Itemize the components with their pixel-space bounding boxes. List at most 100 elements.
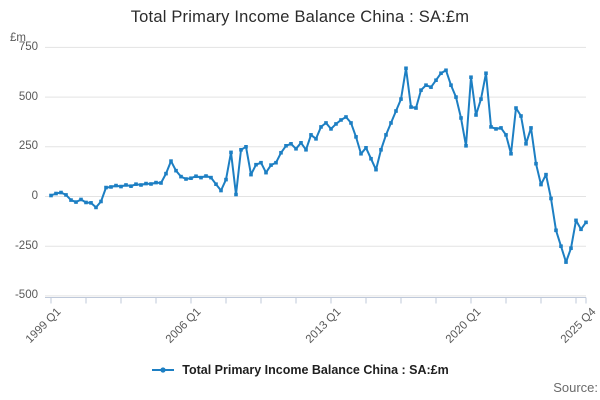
data-point-marker (184, 177, 188, 181)
data-point-marker (344, 115, 348, 119)
data-point-marker (334, 122, 338, 126)
data-point-marker (354, 135, 358, 139)
data-point-marker (169, 159, 173, 163)
data-point-marker (434, 78, 438, 83)
legend-item[interactable]: Total Primary Income Balance China : SA:… (0, 360, 600, 380)
chart-title: Total Primary Income Balance China : SA:… (130, 8, 470, 26)
data-point-marker (214, 182, 218, 186)
data-point-marker (234, 192, 238, 197)
data-point-marker (164, 171, 168, 176)
data-point-marker (249, 172, 253, 177)
legend-label: Total Primary Income Balance China : SA:… (182, 363, 449, 377)
data-point-marker (244, 145, 248, 149)
data-point-marker (119, 184, 123, 189)
data-point-marker (479, 97, 483, 101)
data-point-marker (199, 175, 203, 180)
data-point-marker (139, 183, 143, 187)
data-point-marker (54, 191, 58, 196)
data-point-marker (449, 83, 453, 87)
data-point-marker (484, 71, 488, 76)
data-point-marker (309, 133, 313, 137)
data-point-marker (369, 156, 373, 161)
data-point-marker (584, 220, 588, 225)
data-point-marker (534, 161, 538, 166)
y-axis-tick-label: 250 (18, 140, 38, 153)
data-point-marker (304, 147, 308, 152)
data-point-marker (489, 125, 493, 129)
y-axis-tick-label: 500 (18, 90, 38, 103)
data-point-marker (49, 193, 53, 198)
data-point-marker (504, 133, 508, 137)
data-point-marker (274, 160, 278, 165)
data-point-marker (254, 162, 258, 167)
data-point-marker (154, 180, 158, 185)
data-point-marker (374, 167, 378, 172)
data-point-marker (414, 106, 418, 110)
data-point-marker (379, 147, 383, 152)
data-point-marker (129, 184, 133, 188)
data-point-marker (514, 106, 518, 110)
data-point-marker (394, 109, 398, 113)
y-axis-unit-label: £m (10, 32, 26, 44)
data-point-marker (299, 141, 303, 145)
data-point-marker (69, 198, 73, 202)
data-point-marker (174, 168, 178, 173)
data-point-marker (579, 227, 583, 232)
data-point-marker (359, 151, 363, 156)
data-point-marker (149, 182, 153, 186)
data-point-marker (94, 205, 98, 210)
data-point-marker (569, 246, 573, 250)
data-point-marker (404, 66, 408, 71)
data-point-marker (439, 71, 443, 76)
data-point-marker (259, 160, 263, 165)
data-point-marker (189, 176, 193, 181)
y-axis-tick-label: 0 (31, 190, 38, 202)
data-point-marker (399, 97, 403, 101)
data-point-marker (554, 228, 558, 233)
data-point-marker (509, 151, 513, 156)
data-point-marker (114, 183, 118, 188)
source-label: Source: (553, 380, 598, 395)
data-point-marker (284, 144, 288, 148)
data-point-marker (324, 121, 328, 125)
data-point-marker (89, 201, 93, 205)
data-point-marker (59, 190, 63, 195)
data-point-marker (524, 142, 528, 146)
data-point-marker (424, 83, 428, 87)
data-point-marker (559, 244, 563, 248)
data-point-marker (454, 95, 458, 99)
data-point-marker (459, 116, 463, 120)
data-point-marker (64, 193, 68, 197)
data-point-marker (499, 126, 503, 130)
data-point-marker (219, 188, 223, 193)
data-point-marker (529, 126, 533, 130)
data-point-marker (84, 200, 88, 205)
data-point-marker (294, 146, 298, 151)
data-point-marker (329, 127, 333, 131)
data-point-marker (544, 172, 548, 177)
data-point-marker (349, 121, 353, 125)
data-point-marker (314, 137, 318, 141)
data-point-marker (469, 75, 473, 80)
legend-line-marker-icon (152, 367, 175, 373)
data-point-marker (419, 88, 423, 92)
data-point-marker (464, 144, 468, 148)
data-point-marker (229, 150, 233, 155)
data-point-marker (494, 127, 498, 131)
data-point-marker (564, 260, 568, 264)
y-axis-tick-label: -250 (14, 239, 38, 252)
data-point-marker (474, 113, 478, 117)
data-point-marker (79, 197, 83, 202)
data-point-marker (239, 147, 243, 152)
data-point-marker (574, 218, 578, 223)
data-point-marker (364, 145, 368, 150)
data-point-marker (144, 181, 148, 186)
y-axis-tick-label: -500 (14, 289, 38, 302)
data-point-marker (179, 174, 183, 179)
data-point-marker (384, 133, 388, 137)
data-point-marker (549, 196, 553, 201)
data-point-marker (409, 105, 413, 109)
y-axis-tick-label: 750 (18, 40, 38, 53)
